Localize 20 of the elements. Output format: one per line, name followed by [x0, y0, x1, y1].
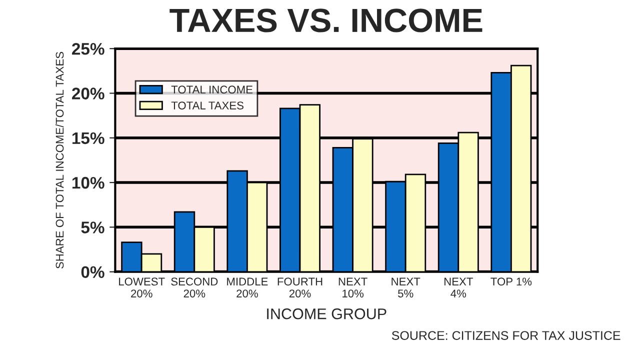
x-tick-label: LOWEST 20%: [119, 278, 165, 298]
chart-title: TAXES VS. INCOME: [170, 8, 482, 32]
y-tick-label: 25%: [72, 43, 104, 55]
x-tick-label: FOURTH 20%: [278, 278, 322, 298]
x-axis-title: INCOME GROUP: [267, 308, 386, 320]
y-tick-label: 5%: [81, 222, 104, 234]
source-note: SOURCE: CITIZENS FOR TAX JUSTICE: [392, 331, 620, 340]
x-tick-label: TOP 1%: [490, 278, 532, 286]
x-tick-label: NEXT 5%: [392, 278, 420, 298]
x-tick-label: SECOND 20%: [171, 278, 218, 298]
legend-label: TOTAL INCOME: [171, 86, 253, 94]
x-tick-label: MIDDLE 20%: [227, 278, 268, 298]
x-tick-label: NEXT 10%: [338, 278, 368, 298]
y-tick-label: 10%: [72, 176, 104, 189]
y-axis-title: SHARE OF TOTAL INCOME/TOTAL TAXES: [56, 52, 64, 268]
y-tick-label: 20%: [72, 88, 104, 100]
y-tick-label: 0%: [81, 266, 104, 278]
y-tick-label: 15%: [72, 132, 104, 144]
x-tick-label: NEXT 4%: [444, 278, 473, 298]
legend-label: TOTAL TAXES: [171, 102, 244, 110]
